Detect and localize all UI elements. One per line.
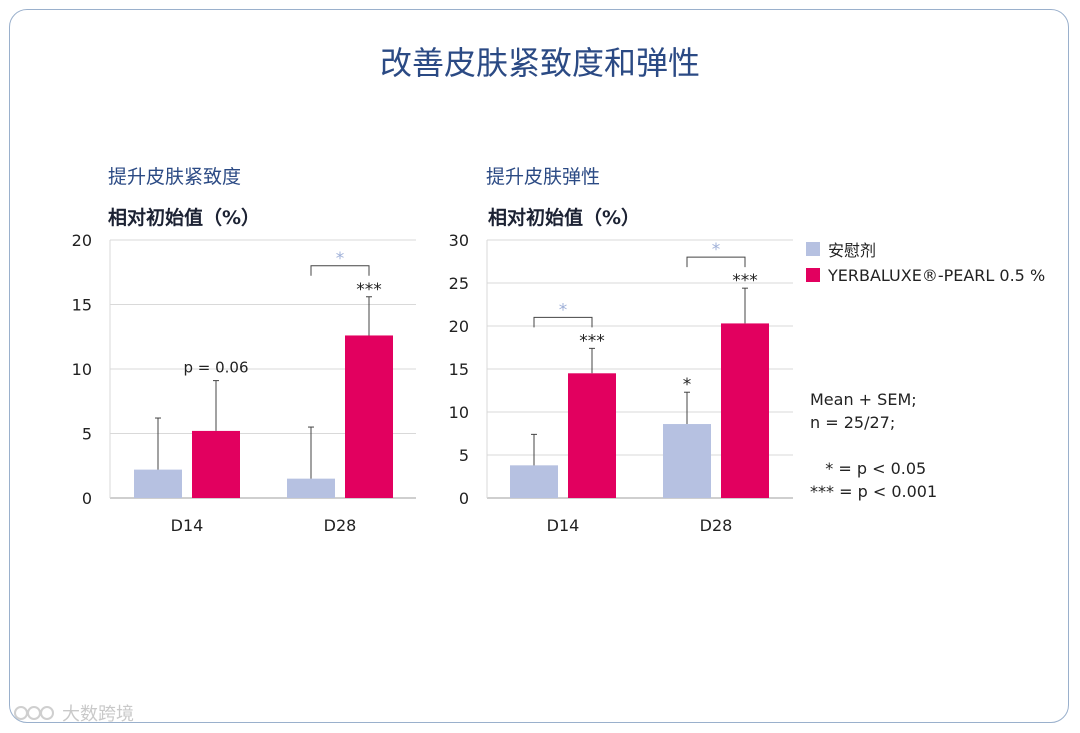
category-label: D28 (324, 516, 357, 535)
bar-active-d28 (345, 335, 393, 498)
chart2-subtitle: 提升皮肤弹性 (486, 166, 601, 188)
legend-label-active: YERBALUXE®-PEARL 0.5 % (828, 265, 1046, 285)
significance-label: *** (579, 331, 605, 351)
y-tick-label: 10 (449, 403, 469, 422)
chart1-subtitle: 提升皮肤紧致度 (108, 166, 242, 188)
significance-label: *** (732, 271, 758, 291)
bracket-significance-label: * (712, 240, 721, 260)
bracket-significance-label: * (559, 300, 568, 320)
comparison-bracket (533, 316, 593, 328)
bar-active-d28 (721, 323, 769, 498)
legend-item-active: YERBALUXE®-PEARL 0.5 % (806, 262, 1045, 288)
y-tick-label: 10 (72, 360, 92, 379)
slide-frame (9, 9, 1069, 723)
stats-note-line: * = p < 0.05 (810, 459, 927, 478)
bar-active-d14 (568, 373, 616, 498)
legend-label-placebo: 安慰剂 (828, 241, 877, 260)
comparison-bracket (310, 265, 370, 276)
stats-note-line: Mean + SEM; (810, 390, 917, 409)
y-tick-label: 30 (449, 231, 469, 250)
y-tick-label: 15 (449, 360, 469, 379)
y-tick-label: 20 (72, 231, 92, 250)
y-tick-label: 0 (459, 489, 469, 508)
significance-label: *** (356, 280, 382, 300)
y-tick-label: 5 (82, 425, 92, 444)
chart1-ylabel: 相对初始值（%） (108, 207, 261, 229)
stats-note-line: *** = p < 0.001 (810, 482, 938, 501)
bracket-significance-label: * (336, 249, 345, 269)
chart2-ylabel: 相对初始值（%） (488, 207, 641, 229)
stats-note-line: n = 25/27; (810, 413, 896, 432)
category-label: D14 (171, 516, 204, 535)
y-tick-label: 0 (82, 489, 92, 508)
comparison-bracket (686, 256, 746, 268)
bar-placebo-d14 (134, 469, 182, 498)
legend-item-placebo: 安慰剂 (806, 236, 1045, 262)
bar-active-d14 (192, 430, 240, 498)
y-tick-label: 5 (459, 446, 469, 465)
bar-placebo-d14 (510, 465, 558, 498)
significance-label: * (683, 375, 692, 395)
category-label: D28 (700, 516, 733, 535)
bar-placebo-d28 (287, 478, 335, 498)
y-tick-label: 20 (449, 317, 469, 336)
legend: 安慰剂 YERBALUXE®-PEARL 0.5 % (806, 236, 1045, 288)
legend-swatch-active (806, 268, 820, 282)
y-tick-label: 25 (449, 274, 469, 293)
page-title: 改善皮肤紧致度和弹性 (379, 44, 700, 82)
legend-swatch-placebo (806, 242, 820, 256)
stats-note: Mean + SEM; n = 25/27; * = p < 0.05 *** … (810, 388, 937, 503)
bar-placebo-d28 (663, 424, 711, 498)
y-tick-label: 15 (72, 296, 92, 315)
category-label: D14 (547, 516, 580, 535)
watermark-logo-icon (14, 706, 54, 720)
watermark-text: 大数跨境 (62, 704, 134, 725)
stats-note-line (810, 434, 937, 457)
significance-label: p = 0.06 (183, 359, 248, 377)
watermark: 大数跨境 (12, 700, 134, 726)
